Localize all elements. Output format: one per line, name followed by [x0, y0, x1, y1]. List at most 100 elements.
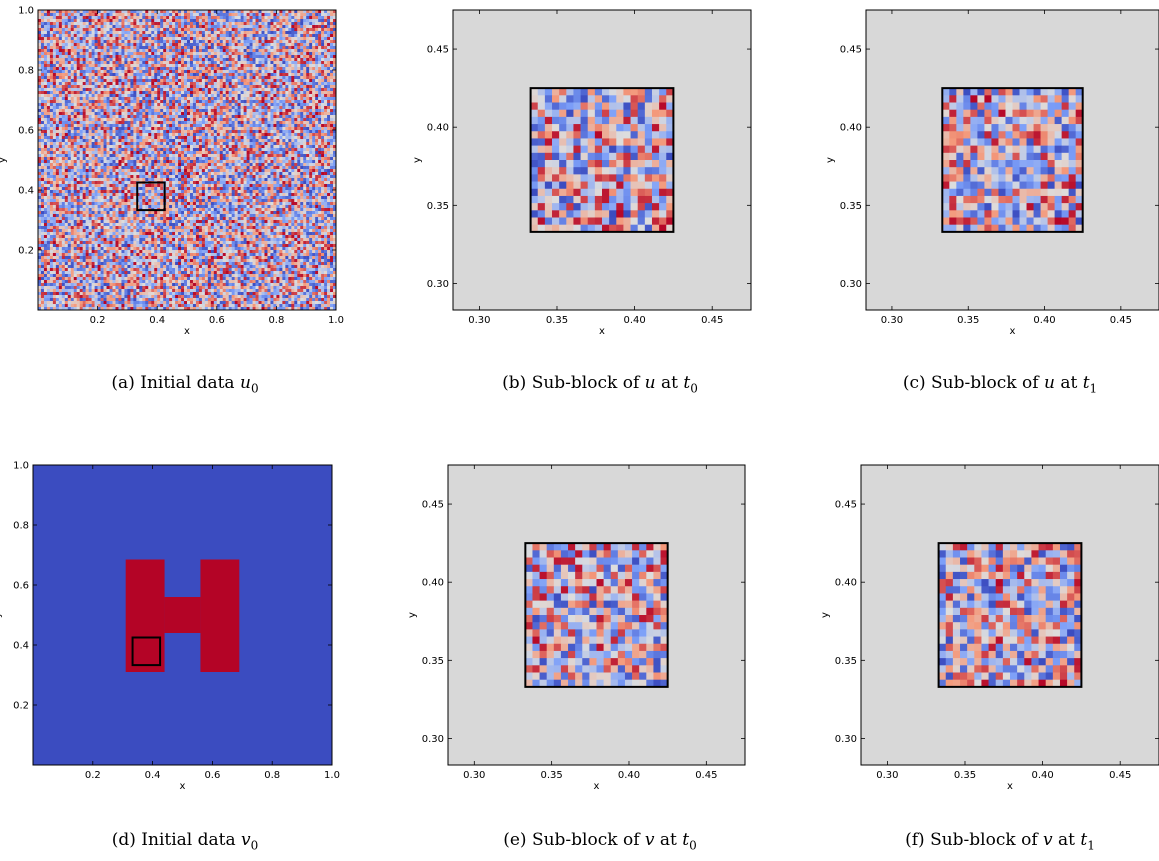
heatmap-cell [273, 148, 277, 152]
heatmap-cell [321, 127, 325, 131]
heatmap-cell [192, 112, 197, 116]
heatmap-cell [76, 31, 80, 35]
heatmap-cell [127, 28, 131, 32]
heatmap-cell [261, 118, 265, 122]
heatmap-cell [333, 100, 337, 104]
heatmap-cell [106, 64, 110, 68]
heatmap-cell [297, 52, 301, 56]
heatmap-cell [303, 109, 307, 113]
heatmap-cell [219, 151, 223, 155]
heatmap-cell [49, 76, 54, 80]
heatmap-cell [279, 13, 283, 17]
heatmap-cell [306, 16, 310, 20]
heatmap-cell [100, 154, 104, 158]
heatmap-cell [231, 118, 235, 122]
heatmap-cell [282, 97, 286, 101]
heatmap-cell [198, 115, 203, 119]
heatmap-cell [166, 157, 170, 161]
heatmap-cell [255, 121, 259, 125]
heatmap-cell [318, 34, 322, 38]
heatmap-cell [49, 145, 54, 149]
heatmap-cell [109, 10, 113, 14]
heatmap-cell [73, 91, 77, 95]
heatmap-cell [294, 88, 298, 92]
heatmap-cell [189, 115, 194, 119]
heatmap-cell [285, 10, 289, 14]
heatmap-cell [187, 97, 191, 101]
heatmap-cell [291, 46, 295, 50]
heatmap-cell [321, 52, 325, 56]
heatmap-cell [175, 58, 179, 62]
heatmap-cell [207, 40, 212, 44]
heatmap-cell [201, 28, 206, 32]
heatmap-cell [151, 10, 155, 14]
heatmap-cell [43, 58, 48, 62]
heatmap-cell [52, 139, 57, 143]
heatmap-cell [88, 37, 92, 41]
heatmap-cell [270, 100, 274, 104]
heatmap-cell [333, 121, 337, 125]
heatmap-cell [231, 151, 235, 155]
heatmap-cell [52, 151, 57, 155]
heatmap-cell [261, 10, 265, 14]
heatmap-cell [73, 148, 77, 152]
heatmap-cell [327, 88, 331, 92]
heatmap-cell [88, 31, 92, 35]
heatmap-cell [228, 64, 232, 68]
heatmap-cell [142, 133, 146, 137]
heatmap-cell [237, 118, 241, 122]
heatmap-cell [67, 100, 71, 104]
heatmap-cell [249, 97, 253, 101]
heatmap-cell [142, 127, 146, 131]
heatmap-cell [85, 43, 89, 47]
heatmap-cell [157, 133, 161, 137]
heatmap-cell [330, 100, 334, 104]
heatmap-cell [166, 118, 170, 122]
heatmap-cell [55, 112, 60, 116]
heatmap-cell [225, 76, 229, 80]
heatmap-cell [195, 94, 200, 98]
heatmap-cell [228, 82, 232, 86]
heatmap-cell [207, 121, 212, 125]
heatmap-cell [237, 13, 241, 17]
heatmap-cell [52, 124, 57, 128]
heatmap-cell [118, 61, 122, 65]
heatmap-cell [282, 13, 286, 17]
heatmap-cell [276, 73, 280, 77]
heatmap-cell [172, 151, 176, 155]
heatmap-cell [279, 106, 283, 110]
heatmap-cell [258, 148, 262, 152]
heatmap-cell [82, 103, 86, 107]
heatmap-cell [136, 49, 140, 53]
heatmap-cell [124, 58, 128, 62]
heatmap-cell [324, 121, 328, 125]
heatmap-cell [273, 145, 277, 149]
heatmap-cell [112, 22, 116, 26]
heatmap-cell [288, 37, 292, 41]
heatmap-cell [46, 25, 51, 29]
heatmap-cell [234, 13, 238, 17]
heatmap-cell [189, 55, 194, 59]
heatmap-cell [306, 28, 310, 32]
heatmap-cell [67, 88, 71, 92]
heatmap-cell [145, 13, 149, 17]
heatmap-cell [38, 43, 42, 47]
heatmap-cell [222, 157, 226, 161]
heatmap-cell [91, 25, 95, 29]
heatmap-cell [270, 28, 274, 32]
heatmap-cell [46, 52, 51, 56]
heatmap-cell [73, 100, 77, 104]
heatmap-cell [58, 85, 63, 89]
heatmap-cell [219, 100, 223, 104]
heatmap-cell [300, 91, 304, 95]
heatmap-cell [64, 115, 68, 119]
heatmap-cell [118, 34, 122, 38]
heatmap-cell [172, 79, 176, 83]
heatmap-cell [240, 145, 244, 149]
heatmap-cell [318, 124, 322, 128]
heatmap-cell [61, 106, 66, 110]
heatmap-cell [276, 52, 280, 56]
heatmap-cell [243, 145, 247, 149]
heatmap-cell [282, 10, 286, 14]
heatmap-cell [145, 61, 149, 65]
